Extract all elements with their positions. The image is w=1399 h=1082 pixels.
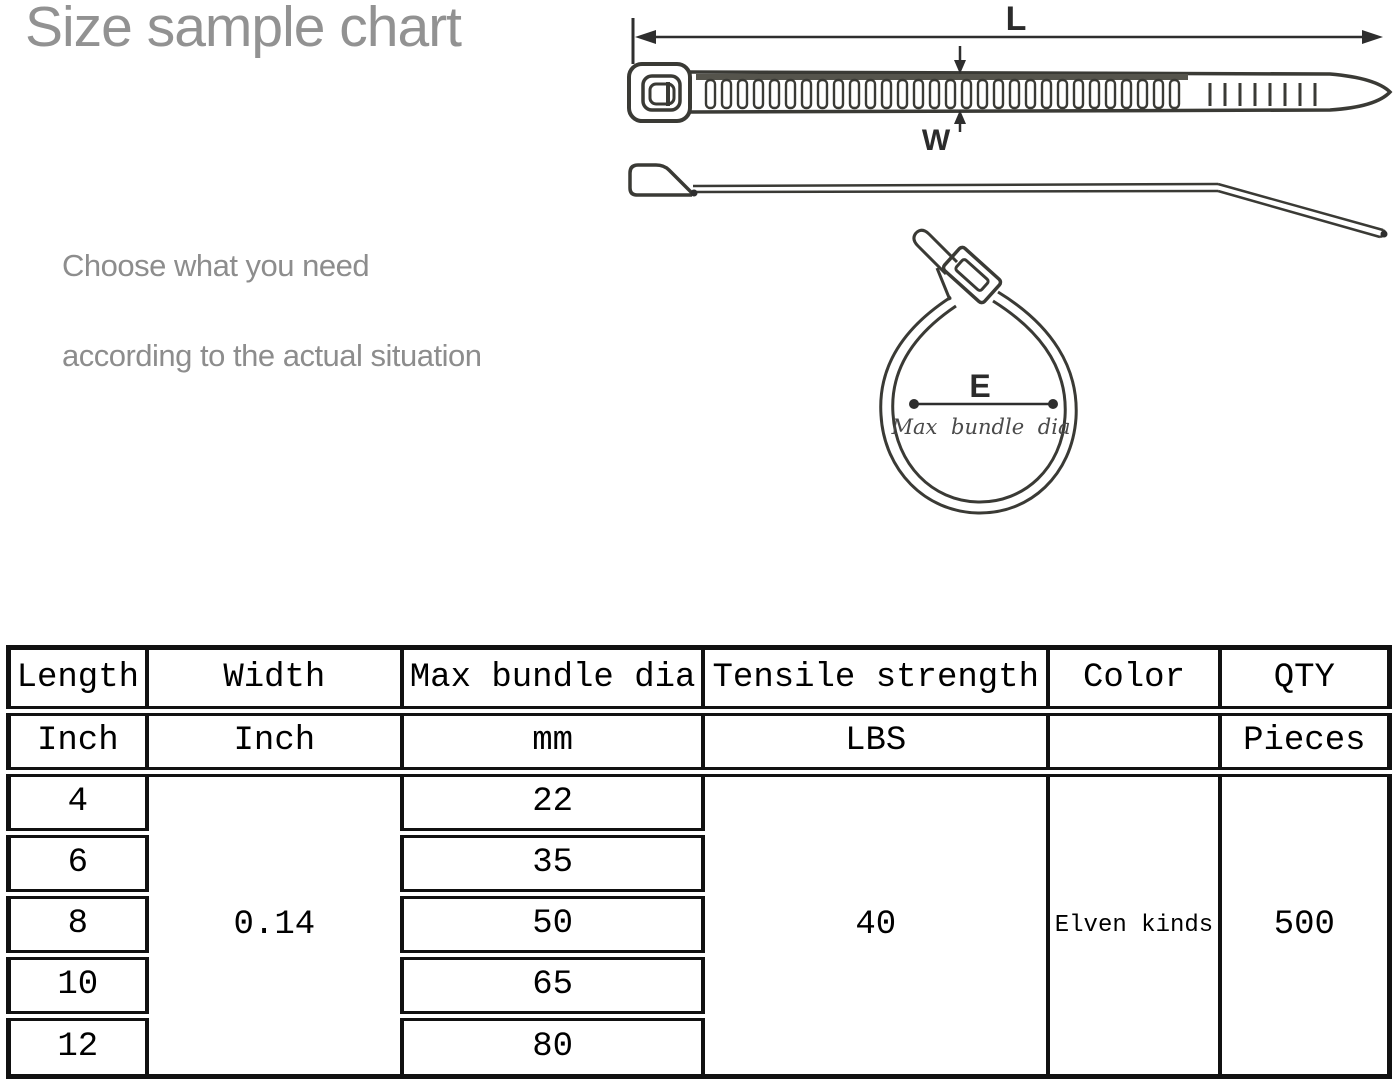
table-header-row: Length Width Max bundle dia Tensile stre…	[6, 645, 1392, 716]
length-value: 8	[6, 891, 149, 960]
cable-tie-loop-view: E Max bundle dia	[879, 228, 1078, 515]
unit-qty: Pieces	[1217, 708, 1392, 777]
table-row: 10 65	[6, 952, 1390, 1021]
unit-length: Inch	[6, 708, 149, 777]
max-bundle-dia-value: 65	[400, 952, 706, 1021]
caption-line-1: Choose what you need	[62, 248, 370, 283]
col-header-qty: QTY	[1217, 645, 1392, 716]
max-bundle-dia-value: 35	[400, 830, 706, 899]
col-header-length: Length	[6, 645, 149, 716]
col-header-tensile-strength: Tensile strength	[701, 645, 1051, 716]
qty-value: 500	[1217, 769, 1392, 1079]
width-value: 0.14	[144, 769, 405, 1079]
cable-tie-top-view	[627, 62, 1393, 123]
tip-ticks	[1208, 83, 1317, 106]
page-title: Size sample chart	[25, 0, 462, 59]
length-dimension: L	[631, 0, 1383, 64]
serration-teeth	[704, 78, 1181, 110]
cable-tie-side-view	[628, 163, 1388, 239]
caption-line-2: according to the actual situation	[62, 338, 482, 373]
unit-max-bundle-dia: mm	[400, 708, 706, 777]
max-bundle-dia-note: Max bundle dia	[891, 415, 1071, 439]
width-dimension: W	[922, 46, 966, 157]
length-dimension-label: L	[1006, 0, 1027, 38]
table-row: 6 35	[6, 830, 1390, 899]
unit-color	[1046, 708, 1222, 777]
max-bundle-dia-value: 50	[400, 891, 706, 960]
length-value: 10	[6, 952, 149, 1021]
unit-width: Inch	[144, 708, 405, 777]
length-value: 12	[6, 1013, 149, 1079]
col-header-max-bundle-dia: Max bundle dia	[400, 645, 706, 716]
max-bundle-dia-value: 22	[400, 769, 706, 838]
length-value: 4	[6, 769, 149, 838]
col-header-width: Width	[144, 645, 405, 716]
length-value: 6	[6, 830, 149, 899]
table-row: 4 0.14 22 40 Elven kinds 500	[6, 769, 1392, 1079]
size-table-wrap: Length Width Max bundle dia Tensile stre…	[6, 645, 1392, 1079]
color-value: Elven kinds	[1046, 769, 1222, 1079]
table-row: 8 50	[6, 891, 1390, 960]
tensile-strength-value: 40	[701, 769, 1051, 1079]
size-table: Length Width Max bundle dia Tensile stre…	[6, 645, 1392, 1079]
diameter-dimension-label: E	[969, 368, 990, 404]
cable-tie-diagram: L	[627, 0, 1393, 515]
table-units-row: Inch Inch mm LBS Pieces	[6, 708, 1392, 777]
max-bundle-dia-value: 80	[400, 1013, 706, 1079]
table-row: 12 80	[6, 1013, 1390, 1079]
unit-tensile-strength: LBS	[701, 708, 1051, 777]
col-header-color: Color	[1046, 645, 1222, 716]
width-dimension-label: W	[922, 124, 951, 157]
